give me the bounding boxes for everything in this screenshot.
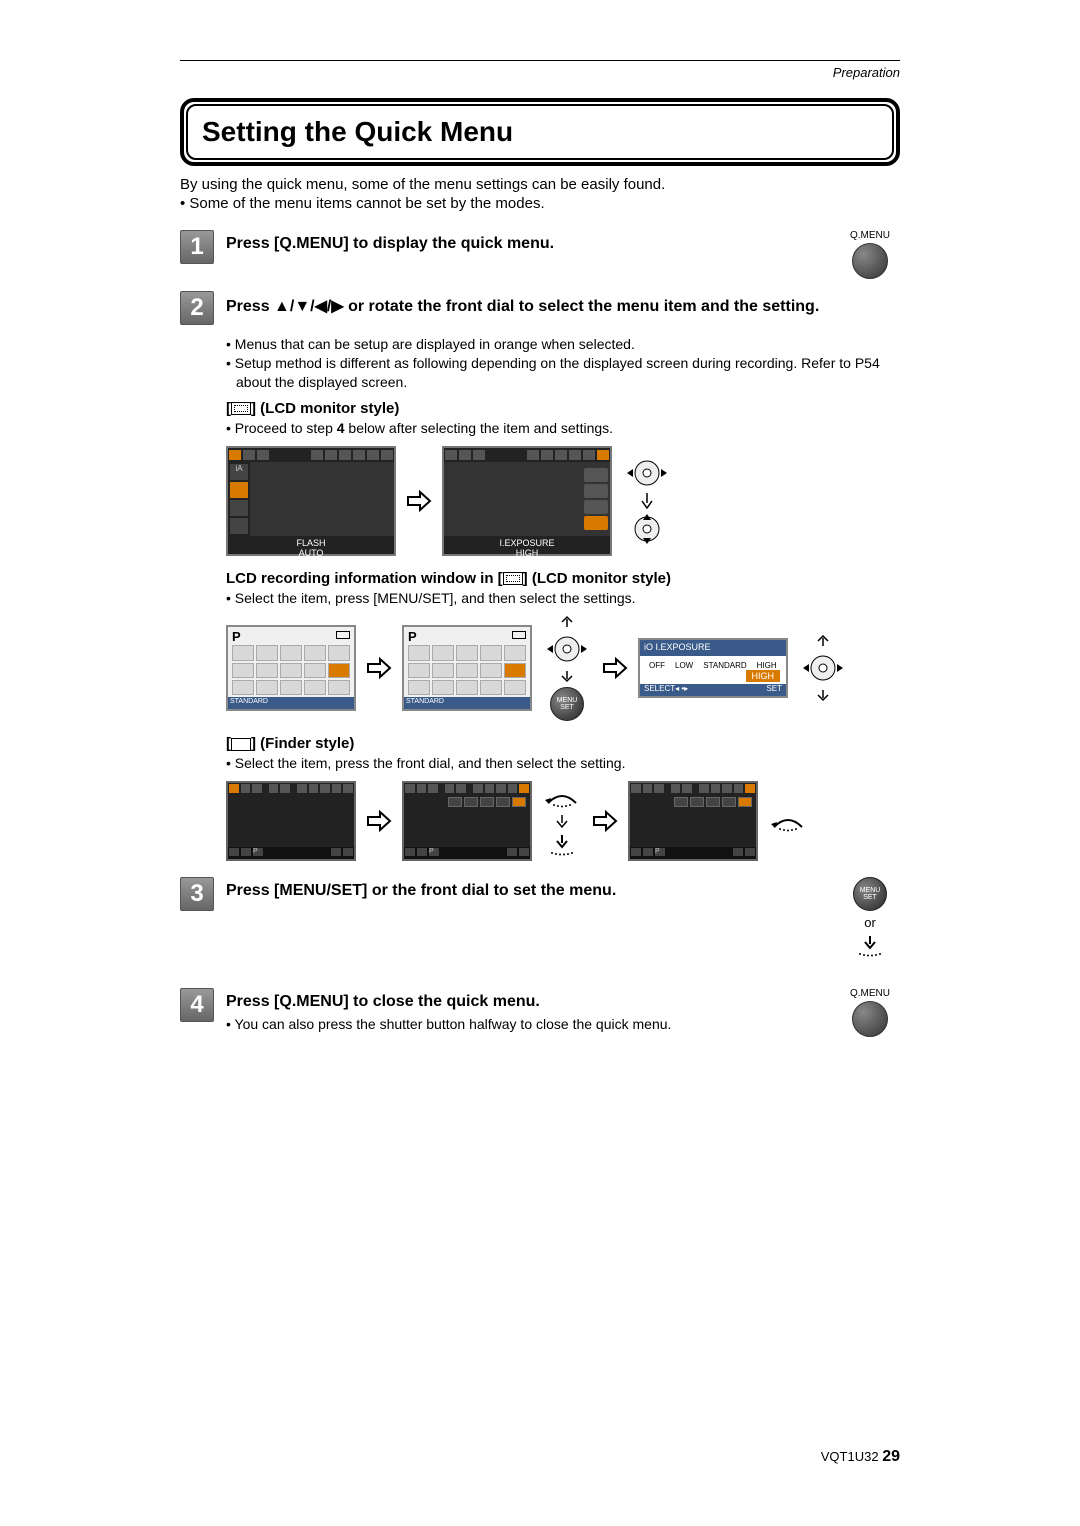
- or-label: or: [840, 915, 900, 930]
- finder-note: Select the item, press the front dial, a…: [226, 754, 900, 773]
- arrow-right-icon: [602, 655, 628, 681]
- lcd-style-figures: iA FLASHAUTO I.EXPOSUREHIGH: [226, 446, 900, 556]
- dpad-icon: [542, 633, 592, 665]
- dial-icon: [768, 809, 808, 833]
- qmenu-button-graphic: [852, 1001, 888, 1037]
- step-num-3: 3: [180, 877, 214, 911]
- dpad-group: [622, 457, 672, 545]
- dpad-icon-2: [622, 513, 672, 545]
- lcd-info-note: Select the item, press [MENU/SET], and t…: [226, 589, 900, 608]
- dpad-icon: [798, 652, 848, 684]
- header-rule: [180, 60, 900, 61]
- list-item: Setup method is different as following d…: [226, 354, 900, 392]
- dial-press-icon: [542, 833, 582, 857]
- screen-lcd-1: iA FLASHAUTO: [226, 446, 396, 556]
- step-num-1: 1: [180, 230, 214, 264]
- arrow-down-icon: [559, 669, 575, 683]
- finder-screen-3: P: [628, 781, 758, 861]
- qmenu-label-1: Q.MENU: [840, 230, 900, 241]
- lcd-monitor-icon: [231, 402, 251, 415]
- finder-icon: [231, 738, 251, 751]
- footer-code: VQT1U32: [821, 1449, 879, 1464]
- section-label: Preparation: [180, 65, 900, 80]
- step-num-2: 2: [180, 291, 214, 325]
- qmenu-icon-1: Q.MENU: [840, 230, 900, 281]
- footer: VQT1U32 29: [821, 1448, 900, 1466]
- arrow-right-icon: [592, 808, 618, 834]
- qmenu-icon-4: Q.MENU: [840, 988, 900, 1039]
- arrow-down-icon: [639, 491, 655, 511]
- page-title: Setting the Quick Menu: [202, 116, 878, 148]
- lcd-monitor-icon: [503, 572, 523, 585]
- menu-set-icon: MENUSET: [550, 687, 584, 721]
- lcd-info-head: LCD recording information window in [] (…: [226, 570, 900, 587]
- step-num-4: 4: [180, 988, 214, 1022]
- lcd-style-head: [] (LCD monitor style): [226, 400, 900, 417]
- step-2-bullets: Menus that can be setup are displayed in…: [226, 335, 900, 392]
- list-item: You can also press the shutter button ha…: [226, 1015, 828, 1034]
- screen-lcd-2: I.EXPOSUREHIGH: [442, 446, 612, 556]
- step-2: 2 Press ▲/▼/◀/▶ or rotate the front dial…: [180, 291, 900, 325]
- iexp-screen: iO I.EXPOSURE OFFLOWSTANDARDHIGH HIGH SE…: [638, 638, 788, 698]
- arrow-up-icon: [815, 634, 831, 648]
- list-item: Select the item, press [MENU/SET], and t…: [226, 589, 900, 608]
- lcd-style-note: Proceed to step 4 below after selecting …: [226, 419, 900, 438]
- list-item: Select the item, press the front dial, a…: [226, 754, 900, 773]
- intro-sub: • Some of the menu items cannot be set b…: [180, 195, 900, 212]
- finder-figures: P P P: [226, 781, 900, 861]
- arrow-down-icon: [554, 813, 570, 829]
- step-3: 3 Press [MENU/SET] or the front dial to …: [180, 877, 900, 958]
- finder-screen-1: P: [226, 781, 356, 861]
- page-number: 29: [882, 1448, 900, 1465]
- arrow-right-icon: [366, 655, 392, 681]
- dial-icon: [542, 785, 582, 809]
- finder-screen-2: P: [402, 781, 532, 861]
- finder-head: [] (Finder style): [226, 735, 900, 752]
- lcd-info-figures: P STANDARD P STANDARD MENUSET iO I.EXPOS…: [226, 615, 900, 721]
- title-box: Setting the Quick Menu: [180, 98, 900, 166]
- intro-text: By using the quick menu, some of the men…: [180, 176, 900, 193]
- step-1-title: Press [Q.MENU] to display the quick menu…: [226, 235, 828, 253]
- step-2-title: Press ▲/▼/◀/▶ or rotate the front dial t…: [226, 296, 900, 316]
- list-item: Proceed to step 4 below after selecting …: [226, 419, 900, 438]
- step-3-title: Press [MENU/SET] or the front dial to se…: [226, 882, 828, 900]
- step-3-icons: MENUSET or: [840, 877, 900, 958]
- menu-set-icon: MENUSET: [853, 877, 887, 911]
- step-4: 4 Press [Q.MENU] to close the quick menu…: [180, 988, 900, 1042]
- qmenu-button-graphic: [852, 243, 888, 279]
- arrow-right-icon: [366, 808, 392, 834]
- arrow-up-icon: [559, 615, 575, 629]
- qmenu-label-4: Q.MENU: [840, 988, 900, 999]
- step-4-title: Press [Q.MENU] to close the quick menu.: [226, 993, 828, 1011]
- dpad-icon: [622, 457, 672, 489]
- arrow-down-icon: [815, 688, 831, 702]
- info-screen-2: P STANDARD: [402, 625, 532, 711]
- list-item: Menus that can be setup are displayed in…: [226, 335, 900, 354]
- step-1: 1 Press [Q.MENU] to display the quick me…: [180, 230, 900, 281]
- info-screen-1: P STANDARD: [226, 625, 356, 711]
- dial-press-icon: [850, 934, 890, 958]
- arrow-right-icon: [406, 488, 432, 514]
